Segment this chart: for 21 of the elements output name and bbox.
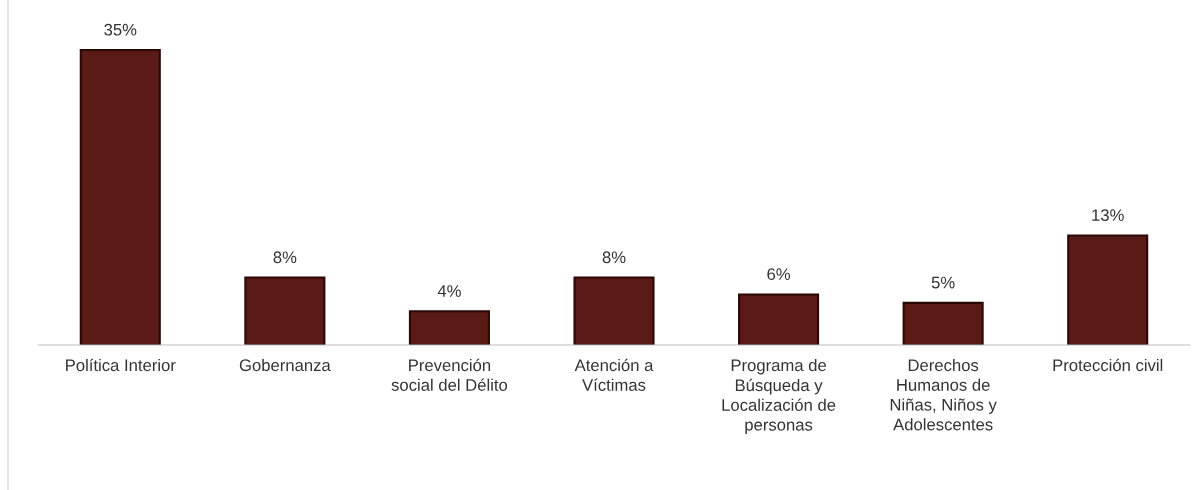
bar: [79, 48, 161, 345]
data-label: 4%: [437, 285, 461, 297]
x-tick-label: Programa de Búsqueda y Localización de personas: [722, 358, 836, 434]
data-label: 8%: [273, 251, 297, 264]
x-tick-label: Gobernanza: [239, 358, 331, 372]
data-label: 5%: [931, 276, 955, 289]
x-tick-label: Atención a Víctimas: [574, 358, 654, 391]
bar: [738, 293, 820, 345]
bar: [1067, 234, 1149, 345]
bar: [573, 276, 655, 345]
bar: [902, 301, 984, 345]
data-label: 6%: [767, 268, 791, 281]
x-tick-label: Protección civil: [1053, 358, 1163, 372]
data-label: 35%: [104, 23, 137, 36]
x-tick-label: Prevención social del Délito: [391, 358, 508, 391]
bar: [408, 310, 490, 345]
data-label: 8%: [602, 251, 626, 264]
bar: [244, 276, 326, 345]
x-tick-label: Derechos Humanos de Niñas, Niños y Adolescentes: [890, 358, 997, 431]
x-tick-label: Política Interior: [66, 358, 176, 372]
data-label: 13%: [1092, 209, 1124, 222]
